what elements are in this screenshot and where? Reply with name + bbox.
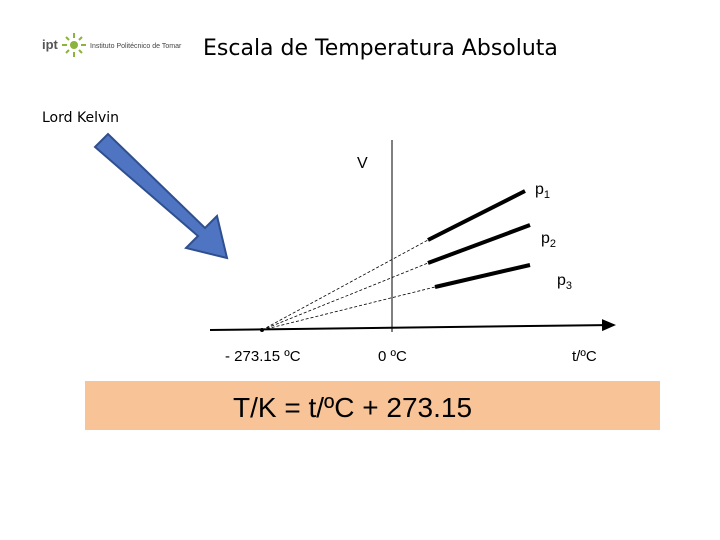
pointer-arrow (93, 132, 229, 260)
logo-rays (62, 33, 86, 57)
x-mark-label: 0 ºC (378, 348, 407, 365)
formula-box (85, 381, 660, 430)
x-mark-label: - 273.15 ºC (225, 348, 301, 365)
logo-short: ipt (42, 37, 59, 52)
logo-name: Instituto Politécnico de Tomar (90, 43, 182, 50)
logo: ipt Instituto Politécnico de Tomar (42, 33, 182, 57)
author: Lord Kelvin (42, 110, 119, 126)
x-axis (209, 319, 616, 332)
y-axis-label: V (357, 155, 368, 172)
curve-label: p1 (535, 181, 550, 201)
curve-label: p2 (541, 230, 556, 250)
extrapolations (261, 239, 436, 331)
isobars (427, 189, 531, 289)
x-axis-label: t/ºC (572, 348, 597, 365)
curve-label: p3 (557, 272, 572, 292)
title: Escala de Temperatura Absoluta (203, 36, 558, 61)
logo-icon (70, 41, 78, 49)
formula: T/K = t/ºC + 273.15 (233, 392, 472, 423)
